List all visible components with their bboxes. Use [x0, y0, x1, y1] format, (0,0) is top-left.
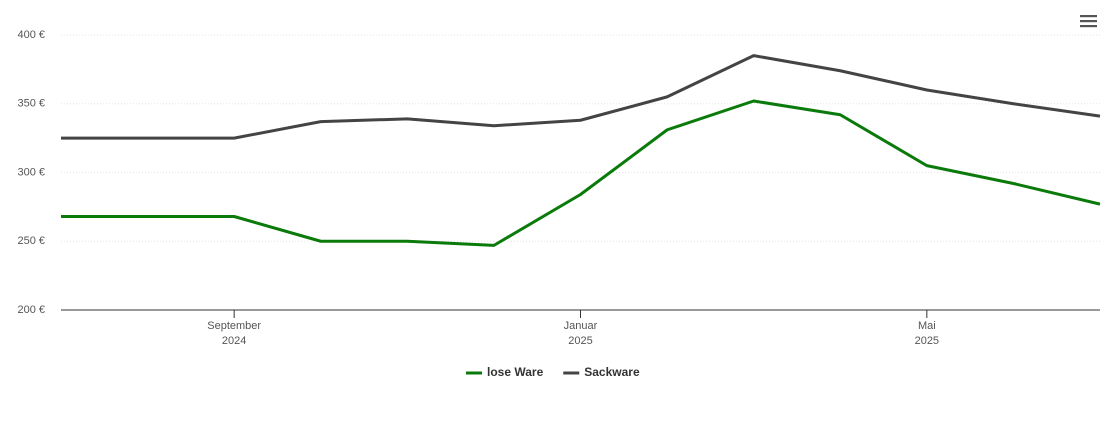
- menu-bar: [1080, 15, 1097, 18]
- legend-item[interactable]: lose Ware: [466, 365, 544, 379]
- y-tick-label: 400 €: [17, 29, 45, 41]
- y-tick-label: 250 €: [17, 235, 45, 247]
- legend-label: lose Ware: [487, 365, 544, 379]
- x-tick-label: September: [207, 320, 261, 332]
- y-tick-label: 200 €: [17, 304, 45, 316]
- x-tick-label: Januar: [564, 320, 598, 332]
- menu-bar: [1080, 25, 1097, 28]
- y-tick-label: 300 €: [17, 166, 45, 178]
- menu-bar: [1080, 20, 1097, 23]
- series-line: [61, 99, 1101, 247]
- x-tick-label: 2024: [222, 335, 246, 347]
- y-tick-label: 350 €: [17, 98, 45, 110]
- x-tick-label: Mai: [918, 320, 936, 332]
- legend: lose Ware Sackware: [466, 365, 640, 379]
- x-tick-label: 2025: [568, 335, 592, 347]
- series-line: [61, 54, 1101, 140]
- legend-label: Sackware: [584, 365, 640, 379]
- legend-item[interactable]: Sackware: [563, 365, 640, 379]
- x-tick-label: 2025: [915, 335, 939, 347]
- menu-button[interactable]: [1080, 15, 1097, 28]
